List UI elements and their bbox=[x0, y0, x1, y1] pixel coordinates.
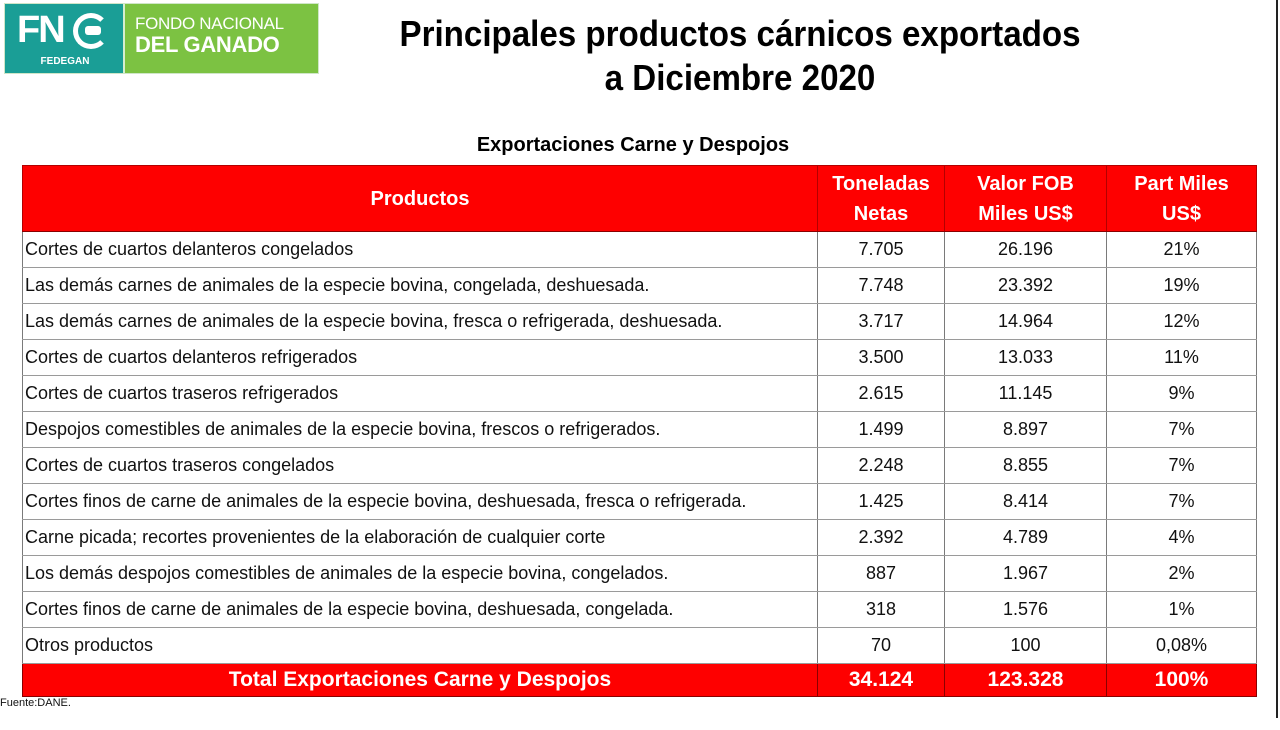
cell-toneladas: 1.425 bbox=[817, 483, 945, 520]
cell-producto: Carne picada; recortes provenientes de l… bbox=[22, 519, 818, 556]
header-toneladas: Toneladas Netas bbox=[817, 165, 945, 232]
table-row: Las demás carnes de animales de la espec… bbox=[22, 303, 1257, 340]
cell-valor: 26.196 bbox=[944, 231, 1107, 268]
logo-line2: DEL GANADO bbox=[135, 32, 280, 57]
header-part-line1: Part Miles bbox=[1134, 172, 1229, 195]
cell-valor: 11.145 bbox=[944, 375, 1107, 412]
cell-toneladas: 7.748 bbox=[817, 267, 945, 304]
cell-producto: Cortes de cuartos delanteros refrigerado… bbox=[22, 339, 818, 376]
source-note: Fuente:DANE. bbox=[0, 697, 71, 709]
cell-part: 21% bbox=[1106, 231, 1257, 268]
header-toneladas-line2: Netas bbox=[853, 202, 909, 225]
cell-producto: Despojos comestibles de animales de la e… bbox=[22, 411, 818, 448]
cell-part: 19% bbox=[1106, 267, 1257, 304]
cell-valor: 8.414 bbox=[944, 483, 1107, 520]
total-toneladas: 34.124 bbox=[817, 663, 945, 697]
header-productos: Productos bbox=[22, 165, 818, 232]
table-row: Cortes de cuartos traseros refrigerados … bbox=[22, 375, 1257, 412]
table-row: Carne picada; recortes provenientes de l… bbox=[22, 519, 1257, 556]
table-row: Cortes finos de carne de animales de la … bbox=[22, 483, 1257, 520]
exports-table: Productos Toneladas Netas Valor FOB Mile… bbox=[22, 165, 1257, 697]
cell-toneladas: 2.248 bbox=[817, 447, 945, 484]
cell-part: 7% bbox=[1106, 483, 1257, 520]
cell-part: 12% bbox=[1106, 303, 1257, 340]
logo-fedegan-text: FEDEGAN bbox=[40, 56, 90, 67]
cell-producto: Cortes de cuartos traseros congelados bbox=[22, 447, 818, 484]
cell-valor: 1.576 bbox=[944, 591, 1107, 628]
page-title-line1: Principales productos cárnicos exportado… bbox=[399, 13, 1081, 54]
cell-part: 7% bbox=[1106, 447, 1257, 484]
cell-toneladas: 1.499 bbox=[817, 411, 945, 448]
cell-toneladas: 70 bbox=[817, 627, 945, 664]
header-valor-line2: Miles US$ bbox=[978, 202, 1073, 225]
total-label: Total Exportaciones Carne y Despojos bbox=[22, 663, 818, 697]
cell-producto: Cortes de cuartos delanteros congelados bbox=[22, 231, 818, 268]
cell-part: 2% bbox=[1106, 555, 1257, 592]
header-productos-label: Productos bbox=[370, 187, 470, 210]
cell-toneladas: 3.717 bbox=[817, 303, 945, 340]
cell-valor: 14.964 bbox=[944, 303, 1107, 340]
table-row: Las demás carnes de animales de la espec… bbox=[22, 267, 1257, 304]
logo-line1: FONDO NACIONAL bbox=[135, 14, 284, 33]
table-row: Cortes de cuartos traseros congelados 2.… bbox=[22, 447, 1257, 484]
cell-toneladas: 318 bbox=[817, 591, 945, 628]
cell-part: 7% bbox=[1106, 411, 1257, 448]
cell-producto: Cortes de cuartos traseros refrigerados bbox=[22, 375, 818, 412]
cell-toneladas: 3.500 bbox=[817, 339, 945, 376]
logo-g-icon bbox=[73, 13, 109, 49]
cell-valor: 4.789 bbox=[944, 519, 1107, 556]
cell-producto: Los demás despojos comestibles de animal… bbox=[22, 555, 818, 592]
table-row: Otros productos 70 100 0,08% bbox=[22, 627, 1257, 664]
cell-toneladas: 2.392 bbox=[817, 519, 945, 556]
cell-toneladas: 7.705 bbox=[817, 231, 945, 268]
total-valor: 123.328 bbox=[944, 663, 1107, 697]
cell-valor: 8.855 bbox=[944, 447, 1107, 484]
header-part: Part Miles US$ bbox=[1106, 165, 1257, 232]
cell-producto: Otros productos bbox=[22, 627, 818, 664]
cell-valor: 23.392 bbox=[944, 267, 1107, 304]
cell-part: 0,08% bbox=[1106, 627, 1257, 664]
cell-valor: 100 bbox=[944, 627, 1107, 664]
fng-logo: FN FEDEGAN FONDO NACIONAL DEL GANADO bbox=[4, 3, 319, 74]
total-part: 100% bbox=[1106, 663, 1257, 697]
cell-part: 4% bbox=[1106, 519, 1257, 556]
cell-toneladas: 2.615 bbox=[817, 375, 945, 412]
cell-part: 11% bbox=[1106, 339, 1257, 376]
table-row: Los demás despojos comestibles de animal… bbox=[22, 555, 1257, 592]
cell-valor: 13.033 bbox=[944, 339, 1107, 376]
cell-producto: Las demás carnes de animales de la espec… bbox=[22, 303, 818, 340]
cow-icon bbox=[85, 26, 101, 35]
page-edge-divider bbox=[1276, 0, 1278, 718]
cell-toneladas: 887 bbox=[817, 555, 945, 592]
header-part-line2: US$ bbox=[1162, 202, 1201, 225]
logo-mark-text: FN bbox=[17, 9, 66, 51]
page-title: Principales productos cárnicos exportado… bbox=[372, 12, 1108, 100]
page-title-line2: a Diciembre 2020 bbox=[604, 57, 876, 98]
table-row: Cortes finos de carne de animales de la … bbox=[22, 591, 1257, 628]
table-total-row: Total Exportaciones Carne y Despojos 34.… bbox=[22, 663, 1257, 697]
header-valor-line1: Valor FOB bbox=[977, 172, 1074, 195]
table-row: Cortes de cuartos delanteros congelados … bbox=[22, 231, 1257, 268]
cell-producto: Cortes finos de carne de animales de la … bbox=[22, 591, 818, 628]
fng-logo-wordmark: FONDO NACIONAL DEL GANADO bbox=[125, 4, 318, 73]
fng-logo-mark: FN FEDEGAN bbox=[5, 4, 125, 73]
cell-part: 9% bbox=[1106, 375, 1257, 412]
cell-producto: Las demás carnes de animales de la espec… bbox=[22, 267, 818, 304]
table-header-row: Productos Toneladas Netas Valor FOB Mile… bbox=[22, 165, 1257, 232]
table-row: Cortes de cuartos delanteros refrigerado… bbox=[22, 339, 1257, 376]
cell-part: 1% bbox=[1106, 591, 1257, 628]
table-row: Despojos comestibles de animales de la e… bbox=[22, 411, 1257, 448]
header-valor: Valor FOB Miles US$ bbox=[944, 165, 1107, 232]
cell-producto: Cortes finos de carne de animales de la … bbox=[22, 483, 818, 520]
cell-valor: 8.897 bbox=[944, 411, 1107, 448]
cell-valor: 1.967 bbox=[944, 555, 1107, 592]
header-toneladas-line1: Toneladas bbox=[832, 172, 930, 195]
table-caption: Exportaciones Carne y Despojos bbox=[476, 134, 790, 156]
